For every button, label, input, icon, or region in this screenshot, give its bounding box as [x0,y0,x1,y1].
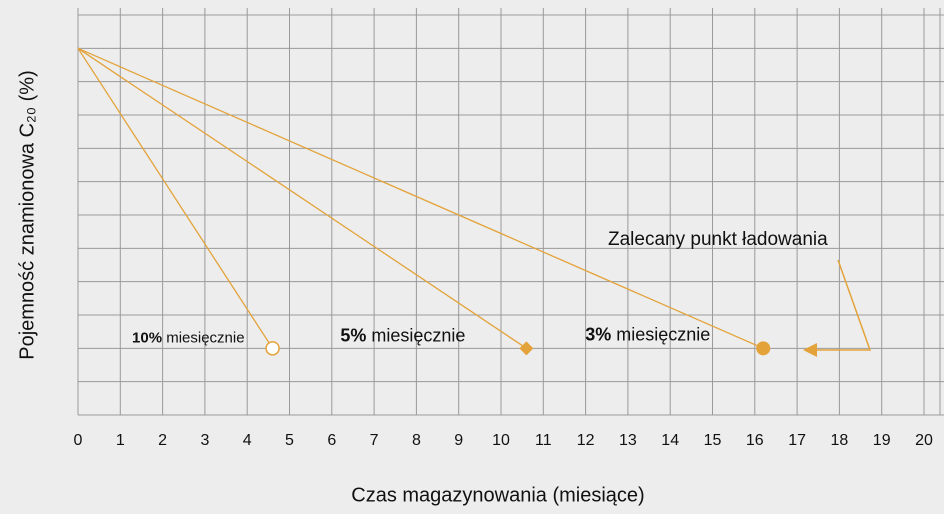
x-tick-label: 8 [412,432,421,449]
y-axis-title: Pojemność znamionowa C₂₀ (%) [16,70,38,360]
x-tick-label: 13 [619,432,637,449]
marker [265,341,280,356]
x-tick-label: 14 [661,432,679,449]
annotation-arrowhead [803,343,817,357]
x-tick-label: 6 [327,432,336,449]
x-tick-label: 20 [915,432,933,449]
series-line [77,47,764,349]
annotation: Zalecany punkt ładowania [608,229,828,250]
x-tick-label: 3 [200,432,209,449]
x-tick-label: 17 [788,432,806,449]
x-tick-label: 1 [116,432,125,449]
series-label: 10% miesięcznie [132,329,245,346]
x-tick-label: 5 [285,432,294,449]
x-tick-label: 9 [454,432,463,449]
x-tick-label: 11 [535,432,552,449]
series-line [77,47,274,349]
series-label: 3% miesięcznie [585,324,710,344]
x-axis-title: Czas magazynowania (miesiące) [351,484,644,506]
x-tick-label: 18 [831,432,849,449]
x-tick-label: 19 [873,432,891,449]
x-tick-label: 15 [704,432,722,449]
marker [519,341,534,356]
annotation-arrow [815,259,872,351]
grid [77,8,944,416]
series-label: 5% miesięcznie [340,325,465,345]
series-line [77,47,527,349]
x-tick-label: 10 [492,432,510,449]
marker [756,341,771,356]
x-tick-label: 0 [74,432,83,449]
x-tick-label: 16 [746,432,764,449]
x-tick-label: 7 [370,432,379,449]
x-tick-label: 4 [243,432,252,449]
x-tick-label: 12 [577,432,595,449]
x-tick-label: 2 [158,432,167,449]
